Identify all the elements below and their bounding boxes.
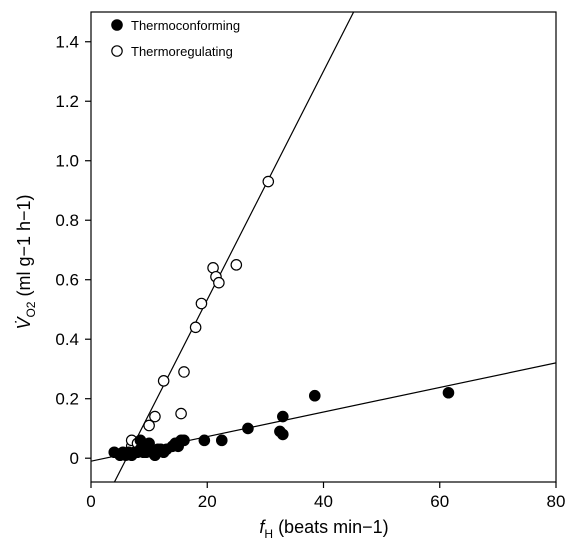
x-tick-label: 80 <box>547 492 566 511</box>
data-point-thermoregulating <box>175 407 187 420</box>
y-tick-label: 0.4 <box>55 330 79 349</box>
data-point-thermoregulating <box>178 366 190 378</box>
y-tick-label: 0 <box>70 449 79 468</box>
data-point-thermoconforming <box>215 434 228 447</box>
legend-marker-thermoconforming <box>111 19 123 31</box>
x-tick-label: 0 <box>86 492 95 511</box>
legend-marker-thermoregulating <box>111 45 123 57</box>
data-point-thermoregulating <box>213 276 225 289</box>
chart-marks: 0 20 40 60 80 0 0.2 0.4 0.6 0.8 1.0 1.2 1.4 <box>55 11 566 511</box>
data-point-thermoconforming <box>198 434 211 447</box>
data-point-thermoregulating <box>262 175 275 188</box>
data-point-thermoregulating <box>230 259 243 271</box>
data-point-thermoconforming <box>277 410 289 423</box>
data-point-thermoconforming <box>143 437 155 450</box>
legend-label-thermoconforming: Thermoconforming <box>131 18 240 33</box>
x-tick-label: 40 <box>314 492 333 511</box>
data-point-thermoregulating <box>143 419 155 432</box>
y-tick-label: 1.0 <box>55 152 79 171</box>
y-axis-label: V̇O2 (ml g−1 h−1) <box>14 194 38 329</box>
y-tick-label: 1.2 <box>55 92 79 111</box>
data-point-thermoconforming <box>178 434 190 447</box>
legend-label-thermoregulating: Thermoregulating <box>131 44 233 59</box>
x-tick-label: 60 <box>430 492 449 511</box>
legend: Thermoconforming Thermoregulating <box>111 18 240 59</box>
y-tick-label: 1.4 <box>55 33 79 52</box>
y-tick-label: 0.6 <box>55 271 79 290</box>
data-point-thermoregulating <box>149 410 161 423</box>
data-point-thermoconforming <box>277 428 289 441</box>
data-point-thermoconforming <box>157 446 170 459</box>
data-point-thermoregulating <box>189 321 202 334</box>
data-point-thermoconforming <box>442 386 455 399</box>
fit-line-thermoregulating <box>113 12 355 482</box>
y-tick-label: 0.2 <box>55 390 79 409</box>
y-tick-label: 0.8 <box>55 211 79 230</box>
data-point-thermoconforming <box>242 422 254 435</box>
data-point-thermoconforming <box>308 389 321 402</box>
x-tick-label: 20 <box>198 492 217 511</box>
data-point-thermoregulating <box>157 375 170 387</box>
data-point-thermoregulating <box>195 297 208 310</box>
x-axis-label: fH (beats min−1) <box>259 517 388 541</box>
